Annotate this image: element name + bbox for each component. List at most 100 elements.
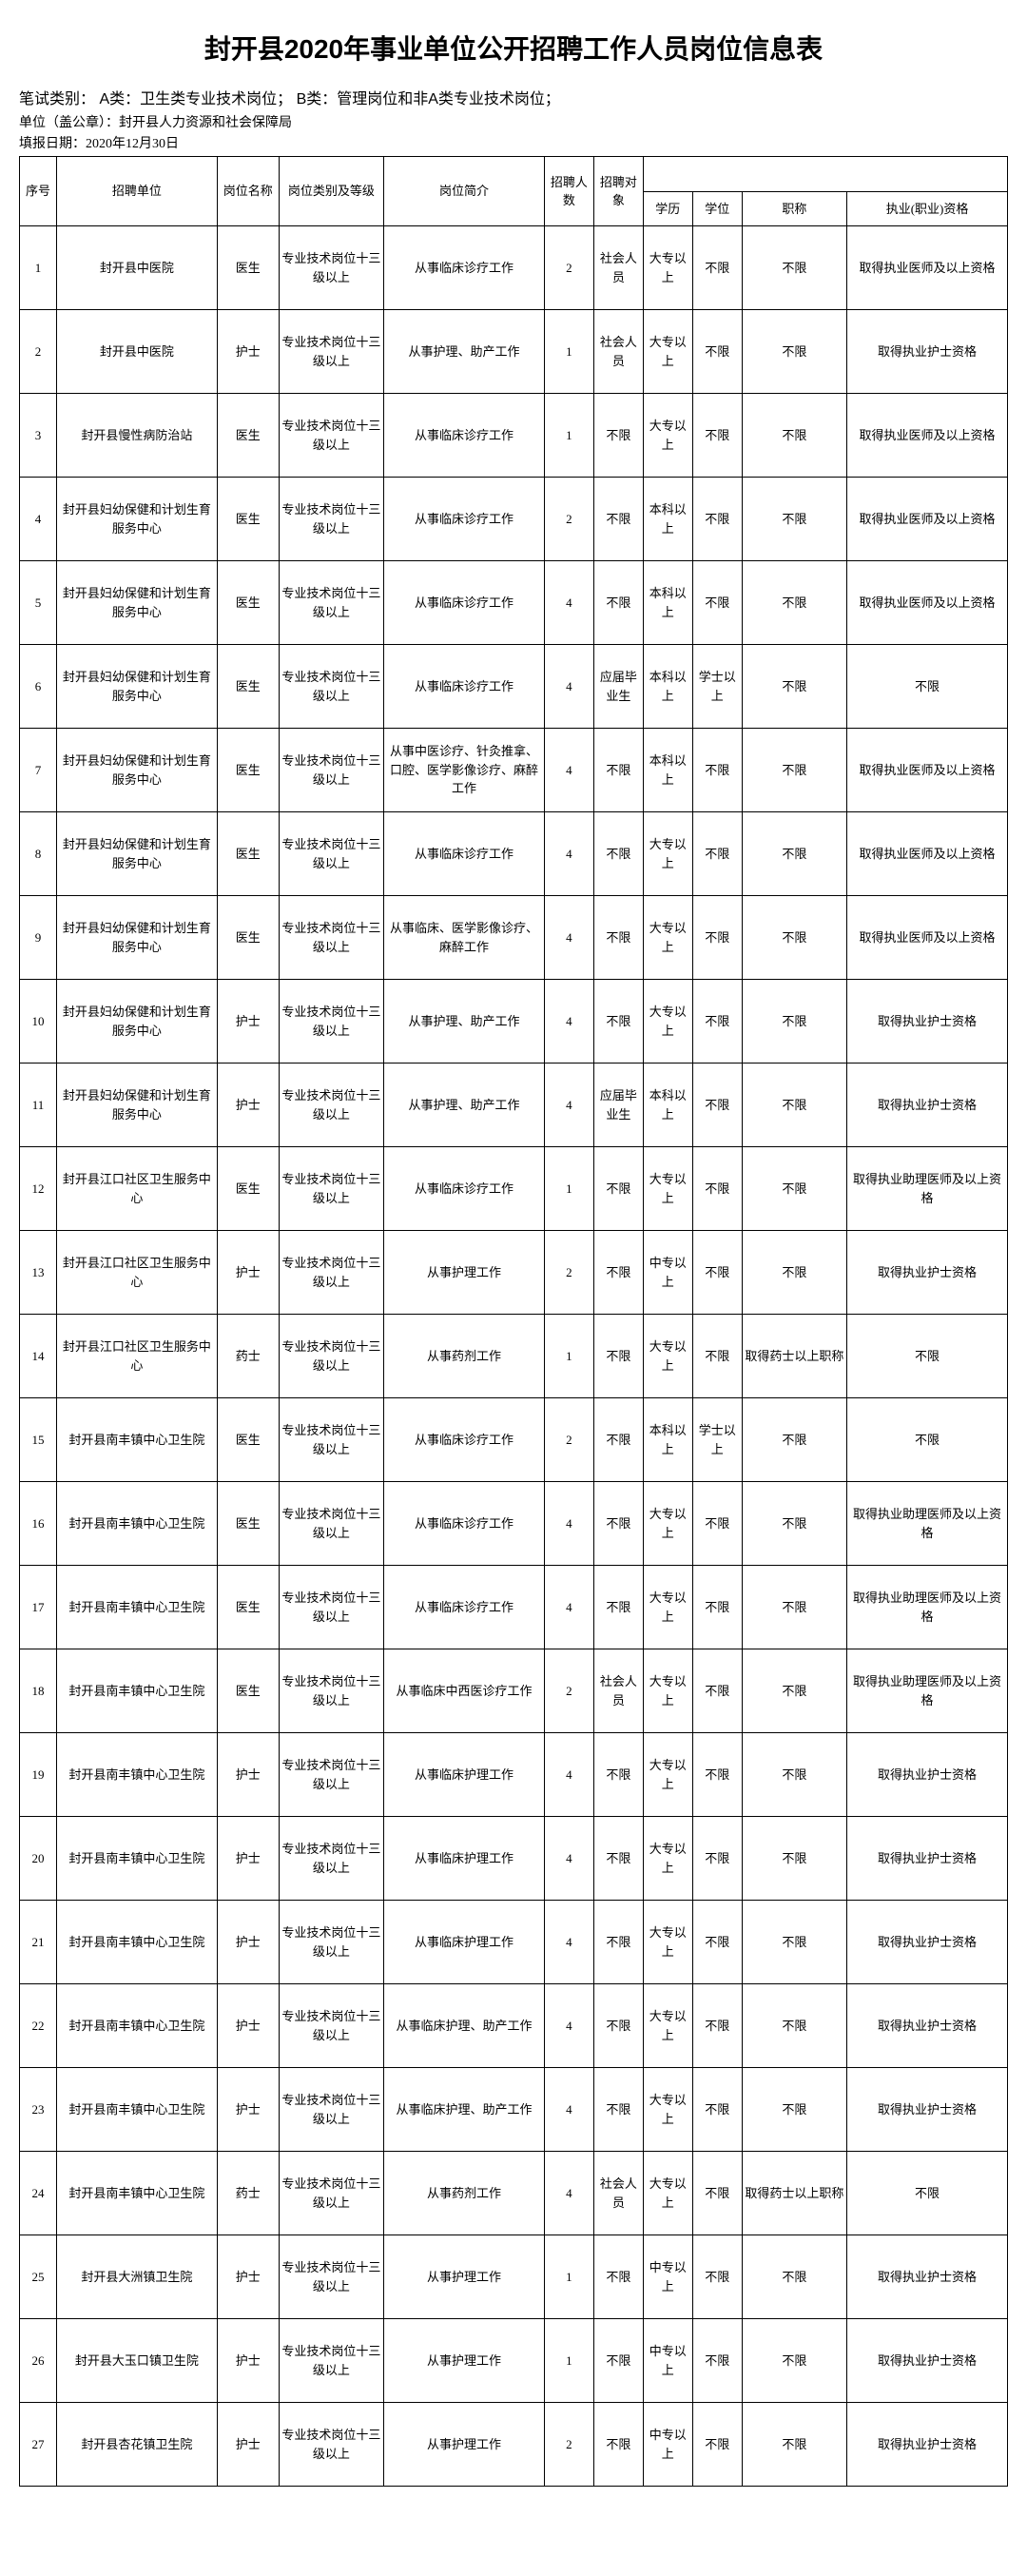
- cell-post: 护士: [217, 1984, 279, 2068]
- cell-qual: 取得执业医师及以上资格: [847, 812, 1008, 896]
- cell-seq: 8: [20, 812, 57, 896]
- cell-desc: 从事临床诊疗工作: [384, 478, 545, 561]
- table-row: 23封开县南丰镇中心卫生院护士专业技术岗位十三级以上从事临床护理、助产工作4不限…: [20, 2068, 1008, 2152]
- cell-unit: 封开县南丰镇中心卫生院: [56, 1984, 217, 2068]
- cell-desc: 从事护理工作: [384, 2319, 545, 2403]
- cell-cat: 专业技术岗位十三级以上: [279, 1566, 383, 1649]
- cell-edu: 本科以上: [643, 478, 692, 561]
- cell-num: 4: [544, 729, 593, 812]
- cell-edu: 中专以上: [643, 2319, 692, 2403]
- cell-num: 2: [544, 1649, 593, 1733]
- cell-num: 4: [544, 2068, 593, 2152]
- cell-unit: 封开县南丰镇中心卫生院: [56, 1649, 217, 1733]
- org-line: 单位（盖公章）：封开县人力资源和社会保障局: [19, 112, 1008, 131]
- cell-target: 不限: [593, 1901, 643, 1984]
- cell-cat: 专业技术岗位十三级以上: [279, 980, 383, 1064]
- cell-unit: 封开县南丰镇中心卫生院: [56, 1398, 217, 1482]
- cell-cat: 专业技术岗位十三级以上: [279, 561, 383, 645]
- table-row: 11封开县妇幼保健和计划生育服务中心护士专业技术岗位十三级以上从事护理、助产工作…: [20, 1064, 1008, 1147]
- cell-cat: 专业技术岗位十三级以上: [279, 896, 383, 980]
- cell-title: 不限: [742, 1901, 846, 1984]
- table-row: 25封开县大洲镇卫生院护士专业技术岗位十三级以上从事护理工作1不限中专以上不限不…: [20, 2235, 1008, 2319]
- cell-seq: 21: [20, 1901, 57, 1984]
- cell-title: 不限: [742, 561, 846, 645]
- cell-cat: 专业技术岗位十三级以上: [279, 2319, 383, 2403]
- th-title: 职称: [742, 191, 846, 226]
- cell-cat: 专业技术岗位十三级以上: [279, 2068, 383, 2152]
- cell-edu: 大专以上: [643, 1817, 692, 1901]
- cell-target: 不限: [593, 478, 643, 561]
- cell-target: 社会人员: [593, 310, 643, 394]
- cell-edu: 大专以上: [643, 980, 692, 1064]
- cell-num: 1: [544, 394, 593, 478]
- table-row: 6封开县妇幼保健和计划生育服务中心医生专业技术岗位十三级以上从事临床诊疗工作4应…: [20, 645, 1008, 729]
- cell-target: 不限: [593, 1398, 643, 1482]
- cell-post: 护士: [217, 2319, 279, 2403]
- cell-desc: 从事临床诊疗工作: [384, 645, 545, 729]
- th-target: 招聘对象: [593, 157, 643, 226]
- cell-qual: 取得执业医师及以上资格: [847, 478, 1008, 561]
- cell-desc: 从事临床中西医诊疗工作: [384, 1649, 545, 1733]
- cell-target: 不限: [593, 2403, 643, 2487]
- cell-num: 4: [544, 1566, 593, 1649]
- cell-unit: 封开县中医院: [56, 226, 217, 310]
- cell-qual: 取得执业医师及以上资格: [847, 226, 1008, 310]
- table-row: 24封开县南丰镇中心卫生院药士专业技术岗位十三级以上从事药剂工作4社会人员大专以…: [20, 2152, 1008, 2235]
- cell-target: 社会人员: [593, 1649, 643, 1733]
- cell-num: 4: [544, 2152, 593, 2235]
- cell-title: 不限: [742, 645, 846, 729]
- table-row: 22封开县南丰镇中心卫生院护士专业技术岗位十三级以上从事临床护理、助产工作4不限…: [20, 1984, 1008, 2068]
- table-row: 5封开县妇幼保健和计划生育服务中心医生专业技术岗位十三级以上从事临床诊疗工作4不…: [20, 561, 1008, 645]
- cell-unit: 封开县妇幼保健和计划生育服务中心: [56, 980, 217, 1064]
- cell-cat: 专业技术岗位十三级以上: [279, 1231, 383, 1315]
- cell-title: 不限: [742, 980, 846, 1064]
- cell-post: 医生: [217, 896, 279, 980]
- cell-num: 1: [544, 2319, 593, 2403]
- cell-title: 不限: [742, 2068, 846, 2152]
- cell-title: 不限: [742, 226, 846, 310]
- cell-desc: 从事临床诊疗工作: [384, 1566, 545, 1649]
- cell-seq: 24: [20, 2152, 57, 2235]
- cell-post: 医生: [217, 1147, 279, 1231]
- cell-target: 社会人员: [593, 2152, 643, 2235]
- cell-seq: 5: [20, 561, 57, 645]
- exam-type-line: 笔试类别： A类：卫生类专业技术岗位； B类：管理岗位和非A类专业技术岗位；: [19, 86, 1008, 108]
- cell-unit: 封开县南丰镇中心卫生院: [56, 1566, 217, 1649]
- cell-cat: 专业技术岗位十三级以上: [279, 812, 383, 896]
- cell-num: 4: [544, 561, 593, 645]
- cell-degree: 不限: [692, 1901, 742, 1984]
- cell-cat: 专业技术岗位十三级以上: [279, 2403, 383, 2487]
- cell-cat: 专业技术岗位十三级以上: [279, 1482, 383, 1566]
- table-row: 19封开县南丰镇中心卫生院护士专业技术岗位十三级以上从事临床护理工作4不限大专以…: [20, 1733, 1008, 1817]
- cell-num: 4: [544, 1064, 593, 1147]
- cell-post: 医生: [217, 1649, 279, 1733]
- cell-qual: 不限: [847, 645, 1008, 729]
- cell-unit: 封开县南丰镇中心卫生院: [56, 1482, 217, 1566]
- cell-num: 4: [544, 812, 593, 896]
- cell-seq: 17: [20, 1566, 57, 1649]
- cell-title: 不限: [742, 896, 846, 980]
- cell-post: 医生: [217, 645, 279, 729]
- th-degree: 学位: [692, 191, 742, 226]
- cell-desc: 从事中医诊疗、针灸推拿、口腔、医学影像诊疗、麻醉工作: [384, 729, 545, 812]
- cell-unit: 封开县南丰镇中心卫生院: [56, 1901, 217, 1984]
- cell-cat: 专业技术岗位十三级以上: [279, 2235, 383, 2319]
- cell-edu: 大专以上: [643, 812, 692, 896]
- cell-qual: 取得执业助理医师及以上资格: [847, 1147, 1008, 1231]
- cell-post: 医生: [217, 729, 279, 812]
- cell-seq: 12: [20, 1147, 57, 1231]
- cell-desc: 从事护理、助产工作: [384, 1064, 545, 1147]
- cell-seq: 25: [20, 2235, 57, 2319]
- cell-unit: 封开县江口社区卫生服务中心: [56, 1315, 217, 1398]
- cell-seq: 22: [20, 1984, 57, 2068]
- cell-target: 不限: [593, 1566, 643, 1649]
- cell-unit: 封开县妇幼保健和计划生育服务中心: [56, 645, 217, 729]
- cell-post: 医生: [217, 226, 279, 310]
- cell-desc: 从事临床护理、助产工作: [384, 2068, 545, 2152]
- cell-edu: 大专以上: [643, 896, 692, 980]
- cell-seq: 2: [20, 310, 57, 394]
- cell-unit: 封开县江口社区卫生服务中心: [56, 1231, 217, 1315]
- cell-post: 药士: [217, 1315, 279, 1398]
- cell-target: 不限: [593, 1984, 643, 2068]
- cell-edu: 本科以上: [643, 1398, 692, 1482]
